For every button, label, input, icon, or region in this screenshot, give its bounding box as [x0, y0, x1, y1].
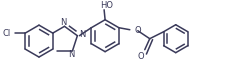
Text: N: N — [79, 30, 85, 39]
Text: N: N — [68, 50, 75, 59]
Text: Cl: Cl — [2, 29, 10, 38]
Text: N: N — [60, 18, 67, 27]
Text: O: O — [135, 26, 141, 35]
Text: O: O — [138, 52, 144, 61]
Text: HO: HO — [101, 1, 114, 10]
